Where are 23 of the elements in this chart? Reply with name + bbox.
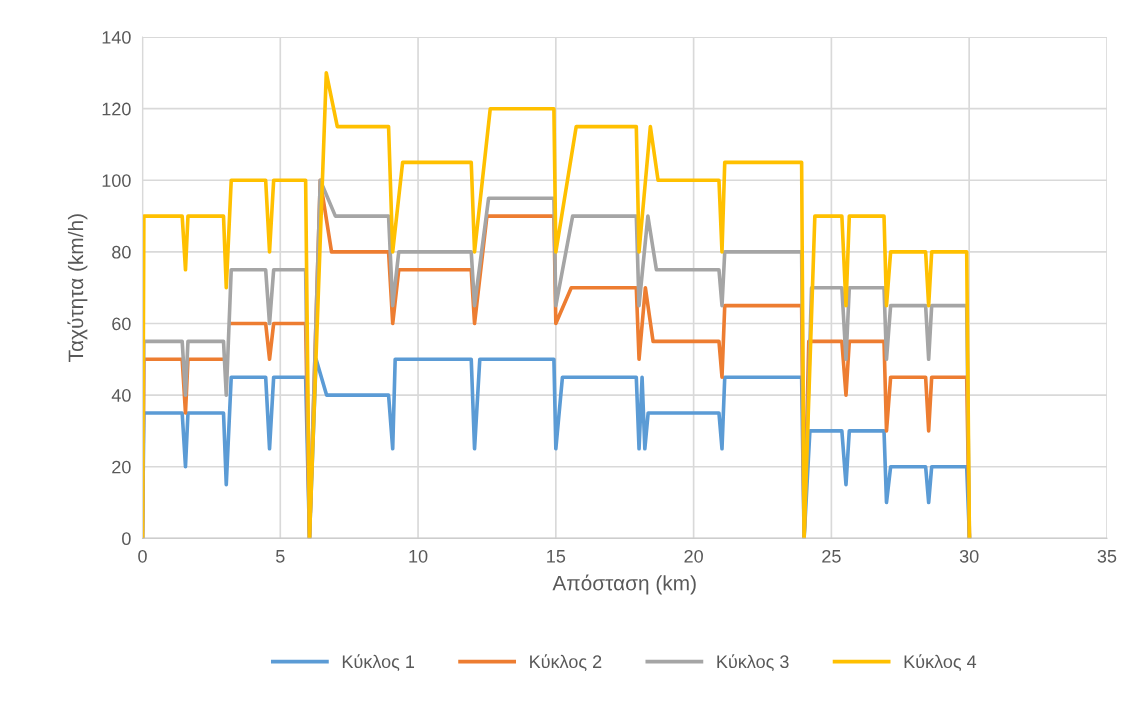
x-axis-title: Απόσταση (km) (552, 574, 696, 595)
legend-label: Κύκλος 4 (904, 654, 977, 672)
legend-label: Κύκλος 1 (342, 654, 415, 672)
legend-label: Κύκλος 3 (717, 654, 789, 672)
y-tick-label: 0 (122, 532, 131, 546)
x-tick-label: 5 (275, 550, 285, 563)
y-tick-label: 100 (102, 174, 131, 188)
y-tick-label: 40 (111, 389, 131, 402)
y-tick-label: 120 (102, 102, 131, 116)
x-tick-label: 25 (822, 549, 841, 563)
y-tick-label: 20 (112, 460, 131, 474)
x-tick-label: 15 (547, 550, 566, 563)
x-tick-label: 30 (959, 549, 979, 563)
x-tick-label: 0 (138, 549, 147, 563)
line-series (142, 71, 972, 539)
y-tick-label: 140 (102, 31, 131, 44)
x-tick-label: 35 (1097, 549, 1117, 563)
x-tick-label: 20 (684, 549, 703, 563)
y-tick-label: 60 (112, 317, 131, 331)
x-tick-label: 10 (409, 549, 428, 563)
legend-label: Κύκλος 2 (530, 654, 602, 672)
y-axis-title: Ταχύτητα (km/h) (67, 214, 88, 362)
y-tick-label: 80 (112, 245, 131, 259)
